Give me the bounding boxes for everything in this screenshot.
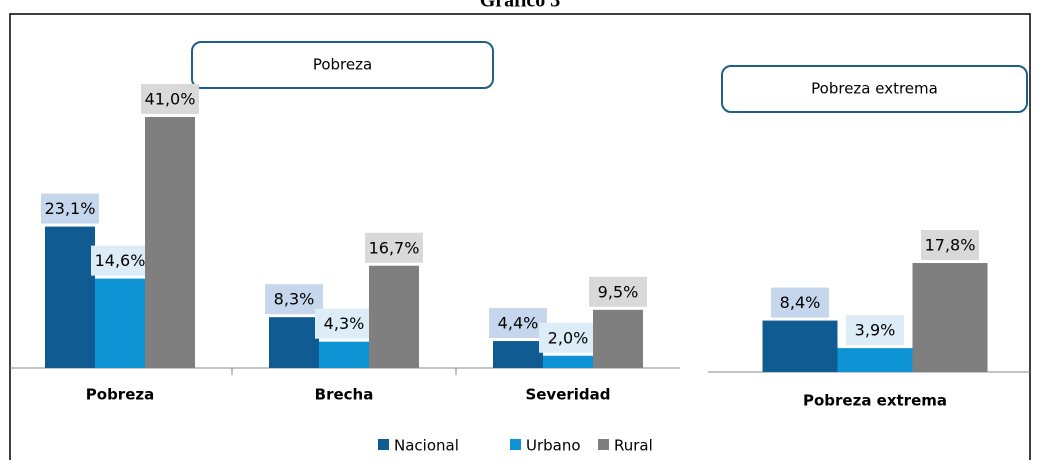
frame xyxy=(9,13,1031,464)
value-label: 23,1% xyxy=(45,199,96,218)
value-label: 14,6% xyxy=(95,251,146,270)
value-label-bg xyxy=(265,284,323,315)
bar xyxy=(95,278,145,368)
bar xyxy=(319,341,369,368)
chart-title: Gráfico 3 xyxy=(480,0,561,12)
panel-label: Pobreza xyxy=(313,56,372,74)
value-label-bg xyxy=(141,84,199,114)
value-label-bg xyxy=(589,276,647,307)
category-label: Brecha xyxy=(315,386,374,404)
category-label: Pobreza xyxy=(86,386,154,404)
panel-label: Pobreza extrema xyxy=(811,80,938,98)
panel-label-box xyxy=(191,41,494,89)
bar xyxy=(45,226,95,368)
category-label: Pobreza extrema xyxy=(803,392,947,410)
value-label-bg xyxy=(846,315,904,346)
value-label: 8,4% xyxy=(780,293,821,312)
value-label-bg xyxy=(365,232,423,263)
legend-swatch xyxy=(510,439,521,450)
value-label: 2,0% xyxy=(548,328,589,347)
bar xyxy=(593,309,643,368)
category-label: Severidad xyxy=(525,386,610,404)
value-label-bg xyxy=(539,322,597,353)
value-label-bg xyxy=(91,245,149,276)
value-label: 41,0% xyxy=(145,90,196,109)
bar xyxy=(369,265,419,368)
bar xyxy=(145,117,195,368)
value-label-bg xyxy=(315,308,373,339)
value-label: 17,8% xyxy=(925,236,976,255)
value-label-bg xyxy=(489,308,547,339)
value-label-bg xyxy=(771,287,829,318)
bar xyxy=(912,263,988,372)
legend-swatch xyxy=(598,439,609,450)
value-label: 9,5% xyxy=(598,282,639,301)
bar xyxy=(837,348,913,372)
value-label: 3,9% xyxy=(855,321,896,340)
legend-label: Urbano xyxy=(526,437,581,455)
legend-swatch xyxy=(378,439,389,450)
bar xyxy=(493,341,543,368)
legend-label: Rural xyxy=(614,437,653,455)
value-label: 4,3% xyxy=(324,314,365,333)
bar xyxy=(269,317,319,368)
title-bg xyxy=(470,0,570,13)
value-label: 16,7% xyxy=(369,238,420,257)
value-label: 4,4% xyxy=(498,314,539,333)
bar xyxy=(762,320,838,372)
panel-label-box xyxy=(721,65,1028,113)
bar xyxy=(543,355,593,368)
value-label-bg xyxy=(921,230,979,261)
value-label-bg xyxy=(41,193,99,224)
value-label: 8,3% xyxy=(274,290,315,309)
legend-label: Nacional xyxy=(394,437,459,455)
